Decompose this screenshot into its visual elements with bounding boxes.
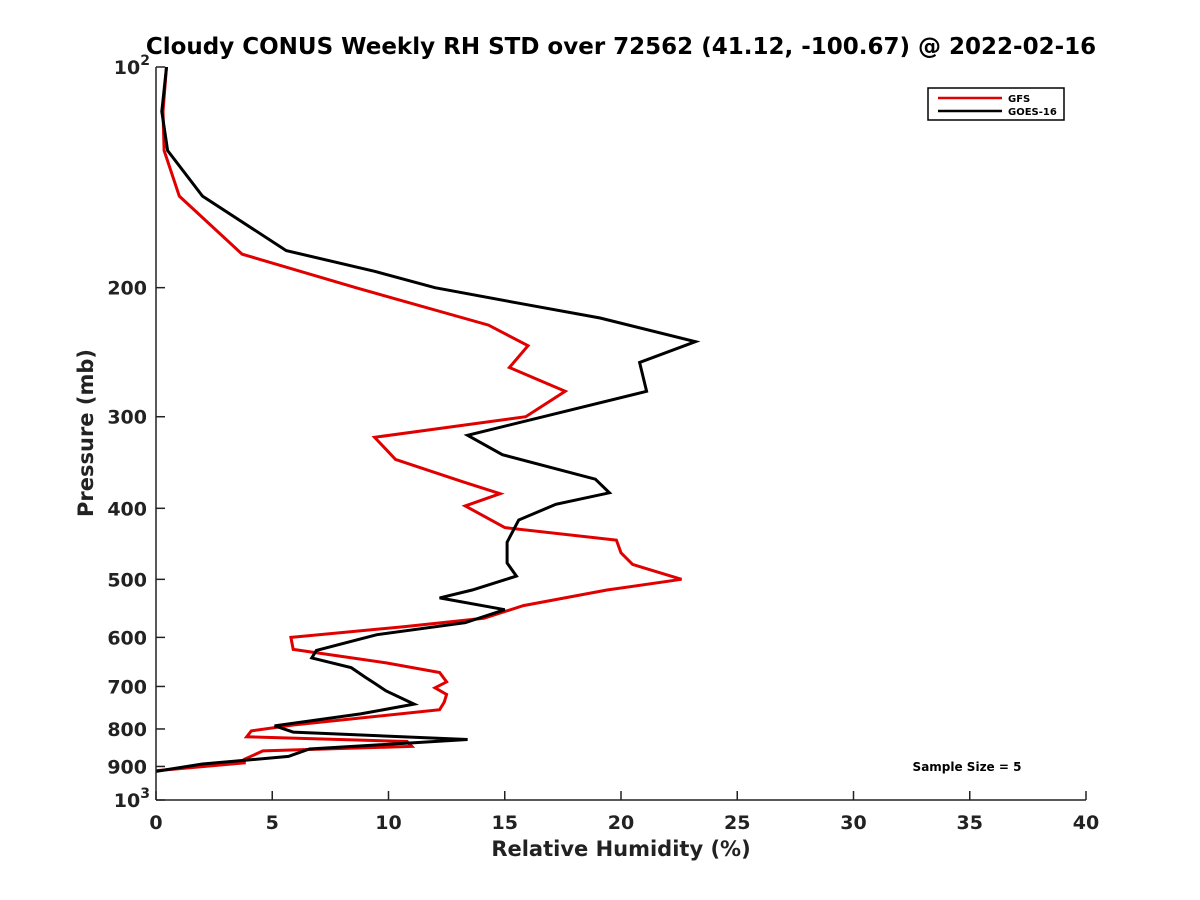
y-tick-label: 400 (107, 498, 147, 520)
legend-items: GFS GOES-16 (938, 94, 1057, 118)
series-line-gfs (155, 66, 682, 773)
x-tick-label: 0 (149, 812, 162, 834)
y-tick-label: 200 (107, 278, 147, 300)
x-tick-label: 5 (266, 812, 279, 834)
x-ticks: 0 5 10 15 20 25 30 35 40 (149, 791, 1099, 834)
y-tick-label: 600 (107, 627, 147, 649)
legend: GFS GOES-16 (927, 87, 1065, 121)
x-tick-label: 15 (492, 812, 518, 834)
y-tick-label: 700 (107, 676, 147, 698)
y-tick-label: 800 (107, 719, 147, 741)
y-axis-title: Pressure (mb) (74, 349, 98, 517)
y-ticks: 102 200 300 400 500 600 700 800 900 103 (107, 53, 165, 812)
series-line-goes-16 (155, 66, 701, 773)
x-axis-title: Relative Humidity (%) (491, 837, 750, 861)
x-tick-label: 40 (1073, 812, 1099, 834)
legend-box (927, 87, 1065, 121)
y-tick-label: 500 (107, 569, 147, 591)
y-tick-label: 900 (107, 756, 147, 778)
chart-title: Cloudy CONUS Weekly RH STD over 72562 (4… (146, 34, 1096, 60)
x-tick-label: 20 (608, 812, 634, 834)
sample-size-annotation: Sample Size = 5 (913, 760, 1022, 774)
plot-area: 0 5 10 15 20 25 30 35 40 102 200 300 400 500 600 700 80… (107, 53, 1099, 834)
x-tick-label: 25 (724, 812, 750, 834)
legend-label: GFS (1008, 94, 1030, 105)
x-tick-label: 35 (957, 812, 983, 834)
x-tick-label: 30 (840, 812, 866, 834)
y-tick-label: 103 (114, 786, 150, 812)
y-tick-label: 102 (114, 53, 150, 79)
plot-frame (156, 67, 1086, 800)
y-tick-label: 300 (107, 407, 147, 429)
series-layer (155, 66, 701, 773)
legend-label: GOES-16 (1008, 107, 1057, 118)
x-tick-label: 10 (375, 812, 401, 834)
